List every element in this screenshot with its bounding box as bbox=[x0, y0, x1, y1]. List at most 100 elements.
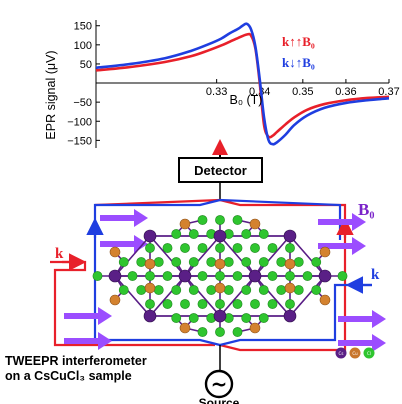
field-arrow bbox=[338, 334, 386, 352]
cl-atom bbox=[153, 257, 164, 267]
legend-series-k-antiparallel: k↓↑B₀ bbox=[282, 55, 315, 70]
cs-atom bbox=[178, 269, 192, 283]
cl-atom bbox=[215, 271, 225, 281]
cl-atom bbox=[180, 299, 190, 309]
cl-atom bbox=[293, 285, 304, 295]
cu-atom bbox=[249, 218, 261, 230]
cl-atom bbox=[197, 243, 208, 253]
cu-atom bbox=[109, 246, 121, 258]
cl-atom bbox=[197, 271, 208, 281]
field-arrow bbox=[100, 235, 148, 253]
source-label: Source bbox=[199, 396, 240, 404]
y-axis-title: EPR signal (μV) bbox=[44, 50, 58, 139]
y-tick-label: −150 bbox=[67, 135, 92, 147]
field-arrow bbox=[64, 332, 112, 350]
legend-series-k-parallel: k↑↑B₀ bbox=[282, 34, 315, 49]
cl-atom bbox=[136, 285, 147, 295]
cscucl3-lattice bbox=[92, 215, 348, 337]
cl-atom bbox=[171, 285, 182, 295]
cl-atom bbox=[197, 327, 208, 337]
cl-atom bbox=[276, 285, 287, 295]
atom-legend-cs bbox=[335, 347, 347, 359]
cu-atom bbox=[214, 258, 226, 270]
cl-atom bbox=[188, 257, 199, 267]
atom-legend-cs-label: Cs bbox=[339, 351, 344, 356]
atom-legend-cu bbox=[349, 347, 361, 359]
cl-atom bbox=[188, 285, 199, 295]
cu-atom bbox=[319, 246, 331, 258]
cl-atom bbox=[241, 285, 252, 295]
lattice-bond bbox=[149, 275, 186, 317]
cl-atom bbox=[258, 257, 269, 267]
cl-atom bbox=[215, 215, 225, 225]
cu-atom bbox=[284, 282, 296, 294]
y-tick-label: −50 bbox=[73, 97, 92, 109]
cs-atom bbox=[213, 229, 227, 243]
lattice-atoms bbox=[92, 215, 348, 337]
lattice-bond bbox=[254, 235, 291, 277]
cl-atom bbox=[215, 243, 225, 253]
chart-axes bbox=[95, 20, 389, 148]
cl-atom bbox=[311, 257, 322, 267]
cl-atom bbox=[258, 229, 269, 239]
cu-atom bbox=[144, 258, 156, 270]
cl-atom bbox=[206, 285, 217, 295]
cl-atom bbox=[162, 271, 173, 281]
cl-atom bbox=[285, 271, 295, 281]
k-label-right: k bbox=[371, 267, 380, 283]
cl-atom bbox=[258, 313, 269, 323]
x-tick-label: 0.37 bbox=[378, 86, 399, 98]
cl-atom bbox=[171, 229, 182, 239]
detector-box bbox=[178, 157, 263, 183]
cl-atom bbox=[171, 257, 182, 267]
cl-atom bbox=[232, 271, 243, 281]
cl-atom bbox=[232, 327, 243, 337]
cu-atom bbox=[319, 294, 331, 306]
cl-atom bbox=[180, 243, 190, 253]
cs-atom bbox=[318, 269, 332, 283]
lattice-bond bbox=[219, 275, 256, 317]
cl-atom bbox=[241, 257, 252, 267]
cs-atom bbox=[283, 229, 297, 243]
lattice-bond bbox=[149, 235, 186, 277]
epr-chart: 0.33 0.34 0.35 0.36 0.37−150−100−5050100150 … bbox=[44, 20, 400, 148]
cu-atom bbox=[249, 322, 261, 334]
cl-atom bbox=[162, 243, 173, 253]
field-arrow bbox=[318, 237, 366, 255]
cl-atom bbox=[145, 299, 155, 309]
source-circle bbox=[204, 369, 234, 399]
cl-atom bbox=[258, 285, 269, 295]
cl-atom bbox=[285, 243, 295, 253]
cl-atom bbox=[215, 327, 225, 337]
chart-series bbox=[95, 22, 390, 146]
cl-atom bbox=[153, 285, 164, 295]
cl-atom bbox=[267, 243, 278, 253]
cu-atom bbox=[284, 258, 296, 270]
lattice-bond bbox=[114, 235, 151, 277]
b0-label: B₀ bbox=[358, 200, 374, 219]
cs-atom bbox=[248, 269, 262, 283]
lattice-bond bbox=[184, 275, 221, 317]
cl-atom bbox=[311, 285, 322, 295]
cl-atom bbox=[285, 299, 295, 309]
cl-atom bbox=[337, 271, 348, 281]
cl-atom bbox=[136, 257, 147, 267]
cl-atom bbox=[276, 257, 287, 267]
cl-atom bbox=[250, 243, 260, 253]
lattice-bond bbox=[184, 235, 221, 277]
cl-atom bbox=[232, 243, 243, 253]
source-symbol: ~ bbox=[211, 372, 228, 396]
field-arrows bbox=[64, 209, 386, 352]
cl-atom bbox=[250, 299, 260, 309]
cl-atom bbox=[293, 257, 304, 267]
cl-atom bbox=[188, 313, 199, 323]
cu-atom bbox=[214, 282, 226, 294]
cl-atom bbox=[127, 271, 138, 281]
cl-atom bbox=[162, 299, 173, 309]
x-axis-title: B₀ (T) bbox=[230, 93, 263, 107]
lattice-bond bbox=[219, 235, 256, 277]
cl-atom bbox=[92, 271, 103, 281]
cu-atom bbox=[179, 322, 191, 334]
cl-atom bbox=[241, 229, 252, 239]
